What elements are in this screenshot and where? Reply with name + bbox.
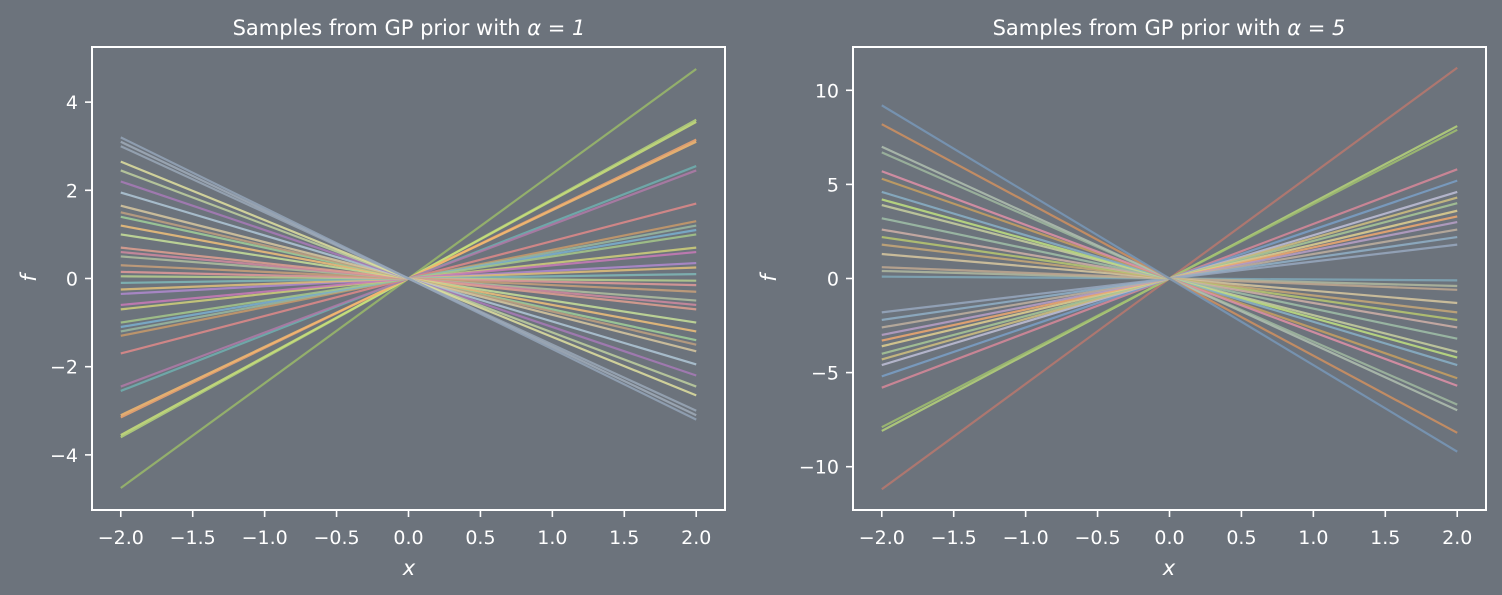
x-axis-label: x <box>1162 556 1176 580</box>
y-tick-label: 2 <box>66 180 78 202</box>
y-axis-ticks: −10 −5 0 5 10 <box>799 80 853 479</box>
y-axis-ticks: −4 −2 0 2 4 <box>50 92 92 467</box>
x-axis-label: x <box>402 556 416 580</box>
y-tick-label: −10 <box>799 457 839 479</box>
y-axis-label: f <box>757 271 781 282</box>
x-tick-label: −1.0 <box>1003 527 1049 549</box>
x-tick-label: 2.0 <box>1442 527 1472 549</box>
x-tick-label: 1.0 <box>537 527 567 549</box>
x-tick-label: −2.0 <box>859 527 905 549</box>
chart-title: Samples from GP prior with α = 5 <box>993 16 1346 40</box>
chart-title: Samples from GP prior with α = 1 <box>233 16 586 40</box>
x-tick-label: −0.5 <box>313 527 359 549</box>
x-axis-ticks: −2.0 −1.5 −1.0 −0.5 0.0 0.5 1.0 1.5 2.0 <box>859 510 1472 549</box>
x-tick-label: 2.0 <box>681 527 711 549</box>
sample-line <box>881 104 1458 453</box>
y-tick-label: 0 <box>66 269 78 291</box>
x-tick-label: −1.0 <box>242 527 288 549</box>
y-tick-label: 10 <box>815 80 839 102</box>
y-tick-label: −4 <box>50 445 78 467</box>
x-axis-ticks: −2.0 −1.5 −1.0 −0.5 0.0 0.5 1.0 1.5 2.0 <box>98 510 711 549</box>
y-tick-label: −2 <box>50 357 78 379</box>
x-tick-label: 1.5 <box>1370 527 1400 549</box>
x-tick-label: −1.5 <box>170 527 216 549</box>
x-tick-label: 0.0 <box>393 527 423 549</box>
x-tick-label: −0.5 <box>1074 527 1120 549</box>
x-tick-label: −2.0 <box>98 527 144 549</box>
sample-lines <box>881 66 1458 491</box>
x-tick-label: 0.5 <box>1226 527 1256 549</box>
x-tick-label: 1.0 <box>1298 527 1328 549</box>
sample-line <box>120 136 697 421</box>
x-tick-label: 0.0 <box>1154 527 1184 549</box>
x-tick-label: 1.5 <box>609 527 639 549</box>
x-tick-label: 0.5 <box>465 527 495 549</box>
chart-panel-alpha-1: −2.0 −1.5 −1.0 −0.5 0.0 0.5 1.0 1.5 2.0 −4−2024 … <box>17 16 726 580</box>
x-tick-label: −1.5 <box>931 527 977 549</box>
y-tick-label: −5 <box>811 363 839 385</box>
y-tick-label: 0 <box>827 269 839 291</box>
y-axis-label: f <box>17 271 41 282</box>
y-tick-label: 4 <box>66 92 78 114</box>
y-tick-label: 5 <box>827 174 839 196</box>
sample-lines <box>120 68 697 489</box>
chart-panel-alpha-5: −2.0 −1.5 −1.0 −0.5 0.0 0.5 1.0 1.5 2.0 −10 −5 0 5 1… <box>757 16 1487 580</box>
